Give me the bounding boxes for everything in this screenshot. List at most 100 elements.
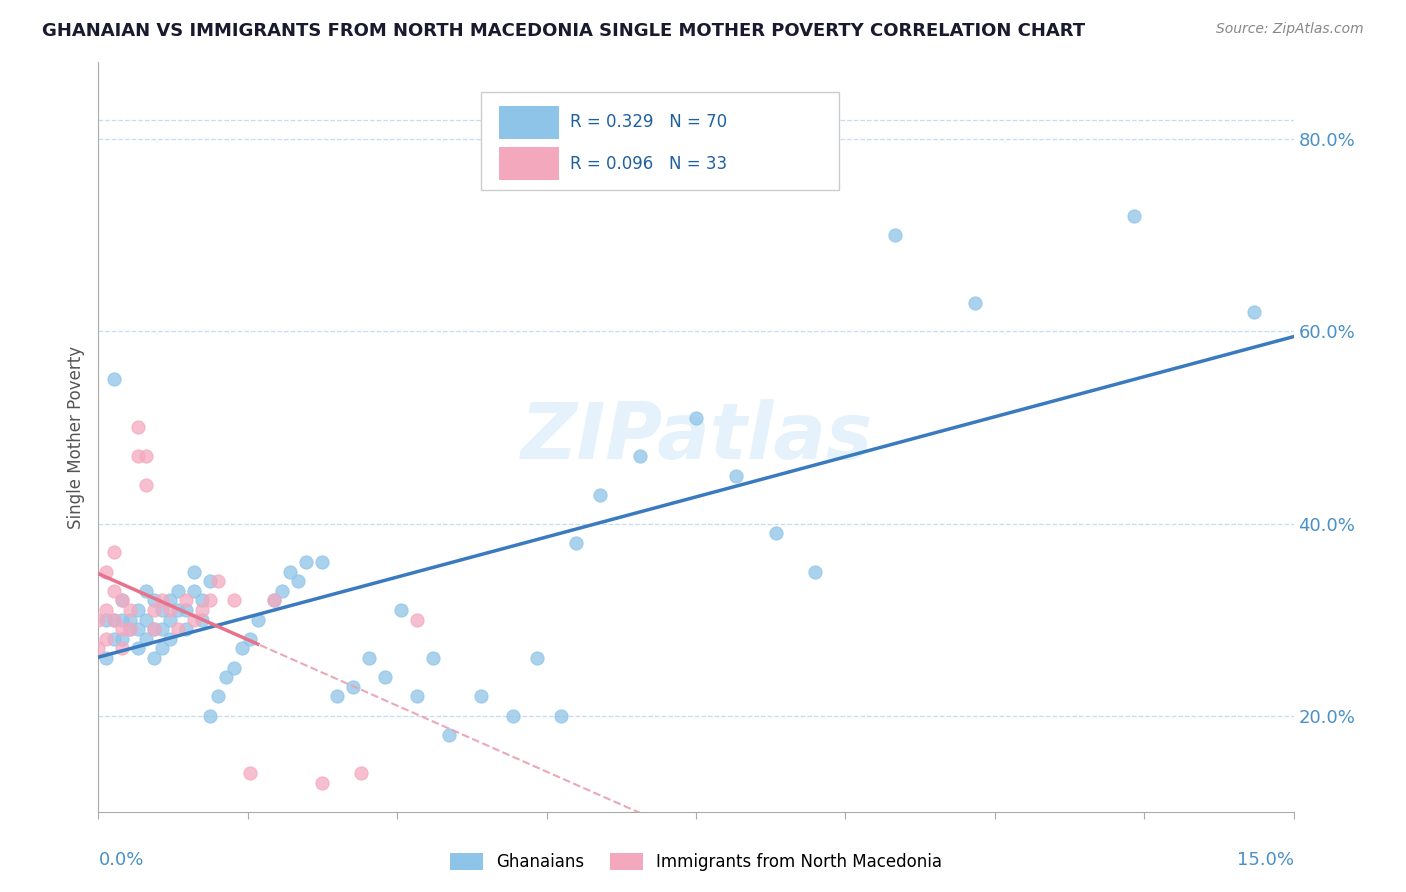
Point	[406, 690, 429, 704]
Point	[120, 603, 142, 617]
Text: R = 0.329   N = 70: R = 0.329 N = 70	[571, 113, 728, 131]
Point	[103, 583, 125, 598]
Point	[685, 410, 707, 425]
Point	[359, 651, 381, 665]
Point	[143, 593, 166, 607]
Point	[422, 651, 444, 665]
Point	[526, 651, 548, 665]
Point	[804, 565, 827, 579]
Point	[311, 776, 333, 790]
Point	[87, 613, 110, 627]
Point	[183, 583, 205, 598]
Text: 0.0%: 0.0%	[98, 851, 143, 869]
Point	[127, 622, 149, 636]
Point	[628, 450, 651, 464]
Point	[174, 622, 197, 636]
Point	[350, 766, 373, 780]
Point	[111, 641, 134, 656]
Bar	[481, 93, 839, 190]
Text: Source: ZipAtlas.com: Source: ZipAtlas.com	[1216, 22, 1364, 37]
Point	[103, 372, 125, 386]
Point	[135, 478, 157, 492]
Point	[103, 613, 125, 627]
Point	[127, 641, 149, 656]
Point	[765, 526, 787, 541]
Bar	[499, 146, 558, 180]
Point	[270, 583, 292, 598]
Point	[263, 593, 285, 607]
Point	[150, 641, 173, 656]
Text: GHANAIAN VS IMMIGRANTS FROM NORTH MACEDONIA SINGLE MOTHER POVERTY CORRELATION CH: GHANAIAN VS IMMIGRANTS FROM NORTH MACEDO…	[42, 22, 1085, 40]
Point	[222, 660, 245, 674]
Point	[406, 613, 429, 627]
Point	[143, 603, 166, 617]
Point	[239, 632, 262, 646]
Point	[374, 670, 396, 684]
Point	[167, 622, 190, 636]
Point	[127, 420, 149, 434]
Point	[294, 555, 316, 569]
Point	[311, 555, 333, 569]
Point	[389, 603, 412, 617]
Point	[159, 593, 181, 607]
Point	[143, 651, 166, 665]
Point	[724, 468, 747, 483]
Point	[207, 690, 229, 704]
Point	[231, 641, 253, 656]
Point	[342, 680, 364, 694]
Point	[198, 574, 221, 589]
Point	[191, 613, 214, 627]
Point	[135, 583, 157, 598]
Point	[120, 622, 142, 636]
Point	[96, 603, 118, 617]
Point	[150, 603, 173, 617]
Point	[174, 603, 197, 617]
Point	[120, 613, 142, 627]
Point	[103, 613, 125, 627]
Point	[103, 632, 125, 646]
Point	[143, 622, 166, 636]
Point	[96, 632, 118, 646]
Text: R = 0.096   N = 33: R = 0.096 N = 33	[571, 154, 728, 172]
Point	[103, 545, 125, 559]
Point	[111, 593, 134, 607]
Point	[111, 632, 134, 646]
Point	[963, 295, 986, 310]
Point	[111, 622, 134, 636]
Point	[550, 708, 572, 723]
Point	[87, 641, 110, 656]
Point	[150, 593, 173, 607]
Point	[143, 622, 166, 636]
Point	[437, 728, 460, 742]
Point	[263, 593, 285, 607]
Point	[159, 632, 181, 646]
Point	[96, 565, 118, 579]
Point	[159, 603, 181, 617]
Point	[198, 708, 221, 723]
Point	[191, 603, 214, 617]
Point	[246, 613, 269, 627]
Point	[191, 593, 214, 607]
Point	[96, 651, 118, 665]
Point	[589, 488, 612, 502]
Point	[215, 670, 238, 684]
Point	[127, 603, 149, 617]
Point	[135, 613, 157, 627]
Text: 15.0%: 15.0%	[1236, 851, 1294, 869]
Point	[502, 708, 524, 723]
Point	[167, 603, 190, 617]
Point	[167, 583, 190, 598]
Y-axis label: Single Mother Poverty: Single Mother Poverty	[66, 345, 84, 529]
Point	[174, 593, 197, 607]
Text: ZIPatlas: ZIPatlas	[520, 399, 872, 475]
Point	[159, 613, 181, 627]
Point	[183, 613, 205, 627]
Point	[1123, 209, 1146, 223]
Legend: Ghanaians, Immigrants from North Macedonia: Ghanaians, Immigrants from North Macedon…	[450, 853, 942, 871]
Point	[565, 535, 588, 549]
Point	[111, 593, 134, 607]
Bar	[499, 105, 558, 139]
Point	[222, 593, 245, 607]
Point	[198, 593, 221, 607]
Point	[96, 613, 118, 627]
